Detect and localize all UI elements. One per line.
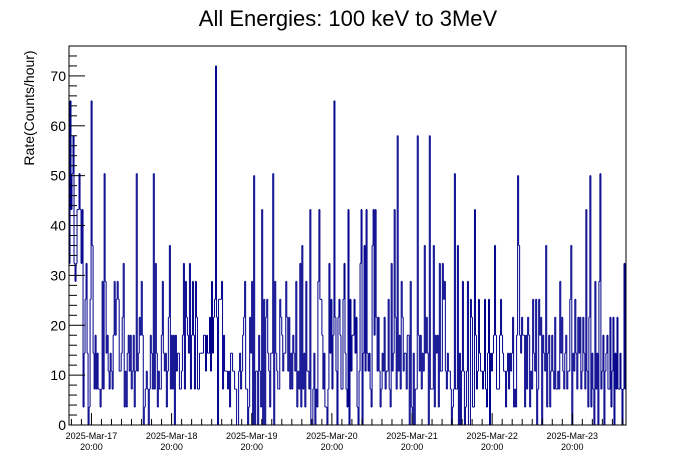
x-axis: 2025-Mar-1720:002025-Mar-1820:002025-Mar… (66, 413, 623, 452)
x-tick-label-time: 20:00 (80, 442, 103, 452)
x-tick-label-date: 2025-Mar-22 (466, 431, 518, 441)
x-tick-label-date: 2025-Mar-20 (306, 431, 358, 441)
x-tick-label-time: 20:00 (401, 442, 424, 452)
x-tick-label-date: 2025-Mar-18 (146, 431, 198, 441)
y-axis-label: Rate(Counts/hour) (21, 50, 37, 165)
y-tick-label: 50 (50, 168, 66, 184)
x-tick-label-time: 20:00 (321, 442, 344, 452)
y-tick-label: 60 (50, 118, 66, 134)
rate-series (68, 65, 626, 426)
y-tick-label: 70 (50, 68, 66, 84)
x-tick-label-date: 2025-Mar-17 (66, 431, 118, 441)
x-tick-label-time: 20:00 (160, 442, 183, 452)
x-tick-label-time: 20:00 (240, 442, 263, 452)
x-tick-label-date: 2025-Mar-21 (386, 431, 438, 441)
x-tick-label-date: 2025-Mar-19 (226, 431, 278, 441)
x-tick-label-time: 20:00 (481, 442, 504, 452)
y-tick-label: 20 (50, 317, 66, 333)
y-axis: 0 10 20 30 40 50 60 70 (50, 45, 85, 433)
y-tick-label: 40 (50, 218, 66, 234)
x-tick-label-date: 2025-Mar-23 (547, 431, 599, 441)
y-tick-label: 10 (50, 367, 66, 383)
x-tick-label-time: 20:00 (561, 442, 584, 452)
chart-title: All Energies: 100 keV to 3MeV (199, 6, 498, 31)
y-tick-label: 0 (58, 417, 66, 433)
y-tick-label: 30 (50, 267, 66, 283)
